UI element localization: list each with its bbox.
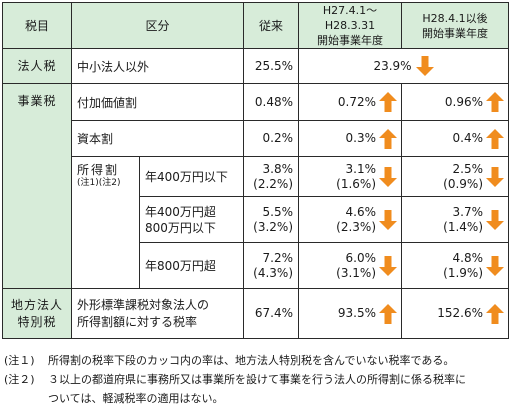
tax-corporate: 法人税 [2, 48, 72, 84]
old-rate-income-3: 7.2% (4.3%) [243, 242, 300, 289]
h27-rate-capital: 0.3% [298, 120, 403, 157]
income-note-ref: (注1)(注2) [77, 178, 121, 188]
category-external-standard: 外形標準課税対象法人の 所得割額に対する税率 [70, 288, 245, 339]
h28-rate-income-2: 3.7% (1.4%) [401, 196, 510, 243]
arrow-shape [486, 128, 505, 149]
down-arrow-icon [486, 166, 505, 187]
income-range-3: 年800万円超 [138, 242, 245, 289]
arrow-shape [486, 255, 505, 276]
arrow-shape [379, 255, 398, 276]
up-arrow-icon [379, 128, 398, 149]
up-arrow-icon [486, 303, 505, 324]
header-h28: H28.4.1以後 開始事業年度 [401, 2, 510, 49]
h27-rate-value-added: 0.72% [298, 83, 403, 121]
header-previous: 従来 [243, 2, 300, 49]
footnote-2-continued: ついては、軽減税率の適用はない。 [48, 392, 224, 405]
header-category: 区分 [70, 2, 245, 49]
tax-rate-table: 税目 区分 従来 H27.4.1～H28.3.31 開始事業年度 H28.4.1以… [2, 2, 510, 339]
down-arrow-icon [379, 166, 398, 187]
up-arrow-icon [486, 92, 505, 112]
arrow-shape [379, 128, 398, 149]
arrow-shape [486, 92, 505, 112]
tax-local-special: 地方法人 特別税 [2, 288, 72, 339]
h28-rate-income-3: 4.8% (1.9%) [401, 242, 510, 289]
category-income: 所得割 (注1)(注2) [71, 156, 140, 289]
arrow-shape [486, 209, 505, 230]
arrow-shape [486, 166, 505, 187]
category-value-added: 付加価値割 [70, 83, 245, 121]
header-h27: H27.4.1～H28.3.31 開始事業年度 [298, 2, 403, 49]
h27-rate-local-special: 93.5% [298, 288, 403, 339]
arrow-shape [379, 166, 398, 187]
h28-rate-local-special: 152.6% [401, 288, 510, 339]
income-range-1: 年400万円以下 [138, 156, 245, 197]
old-rate-capital: 0.2% [243, 120, 300, 157]
income-range-2: 年400万円超 800万円以下 [138, 196, 245, 243]
arrow-shape [379, 92, 398, 112]
old-rate-local-special: 67.4% [243, 288, 300, 339]
old-rate-corporate: 25.5% [243, 48, 300, 84]
up-arrow-icon [486, 128, 505, 149]
h28-rate-income-1: 2.5% (0.9%) [401, 156, 510, 197]
category-capital: 資本割 [70, 120, 245, 157]
down-arrow-icon [415, 56, 434, 76]
merged-rate-corporate: 23.9% [298, 48, 510, 84]
old-rate-income-1: 3.8% (2.2%) [243, 156, 300, 197]
category-non-sme: 中小法人以外 [70, 48, 245, 84]
arrow-shape [415, 56, 434, 76]
up-arrow-icon [379, 92, 398, 112]
arrow-shape [379, 303, 398, 324]
tax-enterprise: 事業税 [2, 83, 72, 289]
h27-rate-income-3: 6.0% (3.1%) [298, 242, 403, 289]
footnotes: (注１) 所得割の税率下段のカッコ内の率は、地方法人特別税を含んでいない税率である… [4, 351, 508, 408]
arrow-shape [486, 303, 505, 324]
old-rate-value-added: 0.48% [243, 83, 300, 121]
old-rate-income-2: 5.5% (3.2%) [243, 196, 300, 243]
footnote-2: (注２) ３以上の都道府県に事務所又は事業所を設けて事業を行う法人の所得割に係る税… [4, 373, 466, 386]
down-arrow-icon [379, 209, 398, 230]
h27-rate-income-2: 4.6% (2.3%) [298, 196, 403, 243]
down-arrow-icon [379, 255, 398, 276]
down-arrow-icon [486, 255, 505, 276]
arrow-shape [379, 209, 398, 230]
h28-rate-value-added: 0.96% [401, 83, 510, 121]
up-arrow-icon [379, 303, 398, 324]
header-tax-item: 税目 [2, 2, 72, 49]
h27-rate-income-1: 3.1% (1.6%) [298, 156, 403, 197]
down-arrow-icon [486, 209, 505, 230]
footnote-1: (注１) 所得割の税率下段のカッコ内の率は、地方法人特別税を含んでいない税率である… [4, 354, 455, 367]
h28-rate-capital: 0.4% [401, 120, 510, 157]
